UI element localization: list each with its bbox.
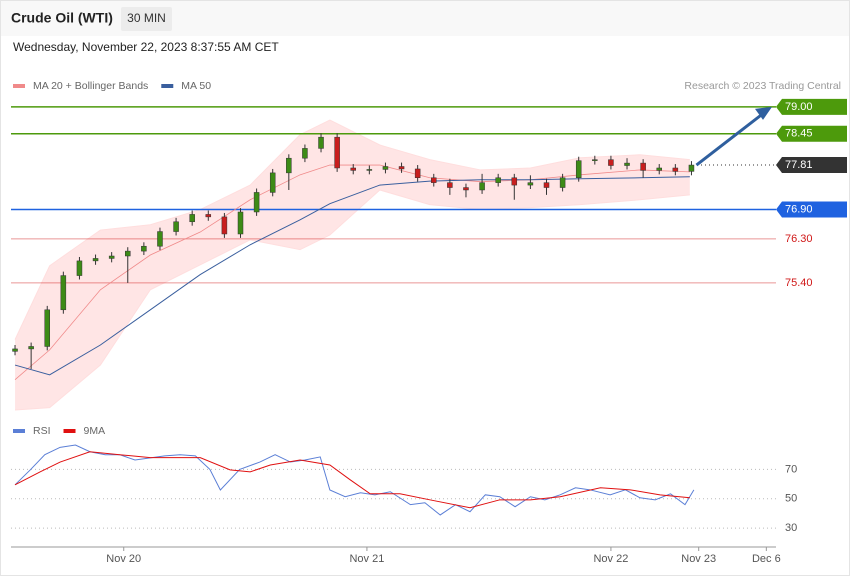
candle-body xyxy=(592,159,598,161)
band-edge xyxy=(14,119,690,340)
y-tick-label: 70 xyxy=(785,463,797,475)
candle-body xyxy=(495,177,501,183)
candle-body xyxy=(76,260,83,276)
title: Crude Oil (WTI) xyxy=(11,10,113,26)
candle-body xyxy=(431,177,437,183)
x-tick-label: Dec 6 xyxy=(752,553,781,565)
candle-body xyxy=(28,346,34,350)
candle-body xyxy=(608,159,614,166)
timestamp: Wednesday, November 22, 2023 8:37:55 AM … xyxy=(13,40,279,54)
arrow-head xyxy=(755,106,772,120)
level-label: 77.81 xyxy=(785,159,813,171)
candle-body xyxy=(688,164,695,172)
candle-body xyxy=(366,169,373,171)
candle-body xyxy=(543,182,550,188)
candle-body xyxy=(141,245,147,252)
y-tick-label: 30 xyxy=(785,522,797,534)
candle-body xyxy=(92,258,99,262)
candle-body xyxy=(253,192,260,213)
level-label: 76.30 xyxy=(785,233,813,245)
candle-body xyxy=(269,172,276,193)
candle-body xyxy=(237,211,244,235)
candle-body xyxy=(447,182,453,188)
series-line xyxy=(14,451,690,509)
candle-body xyxy=(479,182,485,191)
legend-label: MA 50 xyxy=(181,80,211,92)
candle-body xyxy=(559,177,566,188)
x-tick-label: Nov 21 xyxy=(349,553,384,565)
candle-body xyxy=(656,167,662,171)
candle-body xyxy=(672,167,679,172)
level-tag xyxy=(776,157,847,174)
series-line xyxy=(14,164,690,381)
candle-body xyxy=(624,162,630,166)
projection-arrow xyxy=(695,111,765,167)
y-tick-label: 50 xyxy=(785,493,797,505)
level-tag xyxy=(776,125,847,142)
candle-body xyxy=(157,231,163,247)
candle-body xyxy=(350,167,356,171)
candle-body xyxy=(334,136,340,169)
legend-swatch xyxy=(13,84,25,88)
level-tag xyxy=(776,201,847,218)
candle-body xyxy=(398,166,405,170)
credit: Research © 2023 Trading Central xyxy=(684,80,841,92)
band-fill xyxy=(15,120,690,411)
x-tick-label: Nov 20 xyxy=(106,553,141,565)
candle-body xyxy=(575,160,582,179)
candle-body xyxy=(302,148,308,159)
candle-body xyxy=(221,216,228,235)
candle-body xyxy=(511,177,518,186)
candle-body xyxy=(463,187,469,191)
candle-body xyxy=(527,182,534,186)
level-tag xyxy=(776,98,847,115)
candle-body xyxy=(189,214,195,223)
legend-label: 9MA xyxy=(84,425,106,437)
candle-body xyxy=(108,255,115,259)
level-label: 79.00 xyxy=(785,101,813,113)
level-label: 78.45 xyxy=(785,128,813,140)
timeframe: 30 MIN xyxy=(127,11,166,25)
candle-body xyxy=(640,162,646,171)
candle-body xyxy=(318,136,324,149)
legend-swatch xyxy=(13,429,25,433)
candle-body xyxy=(382,166,389,170)
x-tick-label: Nov 23 xyxy=(681,553,716,565)
candle-body xyxy=(414,168,421,179)
candle-body xyxy=(286,157,292,174)
candle-body xyxy=(205,214,212,218)
candle-body xyxy=(12,348,18,352)
level-label: 75.40 xyxy=(785,277,813,289)
legend-swatch xyxy=(63,429,76,433)
series-line xyxy=(14,444,695,516)
timeframe-box xyxy=(121,7,172,31)
band-edge xyxy=(14,189,690,411)
candle-body xyxy=(173,221,179,232)
level-label: 76.90 xyxy=(785,203,813,215)
candle-body xyxy=(125,250,131,257)
legend-swatch xyxy=(161,84,174,88)
legend-label: RSI xyxy=(33,425,51,437)
legend-label: MA 20 + Bollinger Bands xyxy=(33,80,148,92)
candle-body xyxy=(60,275,67,311)
x-tick-label: Nov 22 xyxy=(593,553,628,565)
candle-body xyxy=(44,309,50,347)
